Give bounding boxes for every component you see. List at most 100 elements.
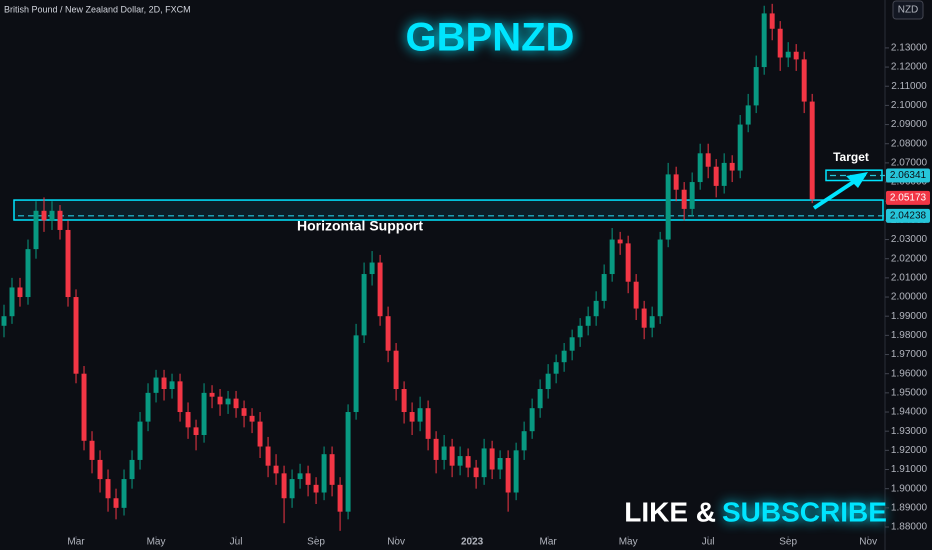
candle-body xyxy=(753,67,759,106)
x-tick-label: Sep xyxy=(779,537,797,548)
y-tick-label: 2.09000 xyxy=(891,119,928,130)
y-tick-label: 1.97000 xyxy=(891,349,928,360)
y-tick-label: 1.95000 xyxy=(891,387,928,398)
candle-body xyxy=(529,408,535,432)
candle-body xyxy=(65,229,71,298)
candle-body xyxy=(337,484,343,512)
y-tick-label: 1.89000 xyxy=(891,502,928,513)
candle-body xyxy=(793,51,799,60)
x-tick-label: Nov xyxy=(387,537,405,548)
candle-body xyxy=(137,421,143,460)
x-tick-label: Mar xyxy=(540,537,558,548)
candle-body xyxy=(281,473,287,499)
candle-body xyxy=(769,13,775,29)
x-tick-label: Jul xyxy=(230,537,243,548)
candle-body xyxy=(321,454,327,493)
candle-body xyxy=(105,479,111,499)
candle-body xyxy=(89,440,95,460)
price-tag-label: 2.06341 xyxy=(890,170,927,181)
candle-body xyxy=(657,239,663,317)
candle-body xyxy=(537,389,543,409)
candle-body xyxy=(273,465,279,474)
candle-body xyxy=(193,427,199,436)
candle-body xyxy=(673,174,679,190)
candle-body xyxy=(177,381,183,413)
candle-body xyxy=(121,479,127,508)
candle-body xyxy=(241,408,247,416)
symbol-info: British Pound / New Zealand Dollar, 2D, … xyxy=(4,4,191,14)
arrow-shaft xyxy=(812,177,860,210)
y-tick-label: 1.99000 xyxy=(891,311,928,322)
candle-body xyxy=(217,396,223,405)
candle-body xyxy=(145,392,151,422)
candle-body xyxy=(257,421,263,447)
y-tick-label: 2.00000 xyxy=(891,292,928,303)
y-tick-label: 2.11000 xyxy=(891,81,927,92)
cta-subscribe: SUBSCRIBE xyxy=(722,496,887,527)
candle-body xyxy=(41,210,47,221)
candle-body xyxy=(249,415,255,422)
candle-body xyxy=(233,398,239,409)
candle-body xyxy=(633,281,639,309)
currency-box xyxy=(892,0,924,20)
candle-body xyxy=(369,262,375,275)
candle-body xyxy=(33,210,39,250)
y-tick-label: 1.90000 xyxy=(891,483,928,494)
currency: NZD xyxy=(898,5,919,16)
candle-body xyxy=(73,297,79,374)
candle-body xyxy=(385,316,391,351)
candle-body xyxy=(409,412,415,422)
target-label: Target xyxy=(833,150,869,164)
candle-body xyxy=(57,210,63,230)
y-tick-label: 2.07000 xyxy=(891,158,928,169)
y-tick-label: 2.10000 xyxy=(891,100,928,111)
candle-body xyxy=(465,456,471,468)
candle-body xyxy=(801,59,807,102)
candle-body xyxy=(353,335,359,413)
candle-body xyxy=(809,101,815,200)
candle-body xyxy=(553,362,559,374)
candle-body xyxy=(209,392,215,397)
candle-body xyxy=(345,412,351,512)
candle-body xyxy=(153,377,159,393)
candle-body xyxy=(449,446,455,466)
price-tag-label: 2.04238 xyxy=(890,210,927,221)
candle-body xyxy=(617,239,623,244)
candle-body xyxy=(377,262,383,317)
candle-body xyxy=(601,274,607,301)
price-tag xyxy=(886,168,930,183)
candle-body xyxy=(1,316,7,326)
x-tick-label: Jul xyxy=(702,537,715,548)
candle-body xyxy=(641,308,647,328)
candle-body xyxy=(393,350,399,390)
candle-body xyxy=(425,408,431,439)
candle-body xyxy=(225,398,231,405)
candle-body xyxy=(129,459,135,480)
y-tick-label: 2.13000 xyxy=(891,43,928,54)
x-tick-label: Sep xyxy=(307,537,325,548)
candle-body xyxy=(401,389,407,413)
price-tag xyxy=(886,190,930,205)
y-tick-label: 1.94000 xyxy=(891,407,928,418)
y-tick-label: 1.96000 xyxy=(891,368,928,379)
y-tick-label: 1.93000 xyxy=(891,426,928,437)
candle-body xyxy=(777,28,783,58)
candle-body xyxy=(361,274,367,336)
cta-like: LIKE & xyxy=(624,496,716,527)
price-tag-label: 2.05173 xyxy=(890,193,927,204)
candle-body xyxy=(497,458,503,470)
candle-body xyxy=(593,300,599,317)
candle-body xyxy=(681,189,687,209)
candle-body xyxy=(721,162,727,186)
candle-body xyxy=(161,377,167,390)
candle-body xyxy=(569,337,575,351)
candle-body xyxy=(737,124,743,171)
candle-body xyxy=(97,459,103,480)
support-label: Horizontal Support xyxy=(297,218,423,234)
candle-body xyxy=(9,287,15,317)
support-zone xyxy=(13,199,884,221)
candle-body xyxy=(745,105,751,125)
candle-body xyxy=(489,448,495,470)
y-tick-label: 2.02000 xyxy=(891,253,928,264)
x-tick-label: Mar xyxy=(67,537,85,548)
